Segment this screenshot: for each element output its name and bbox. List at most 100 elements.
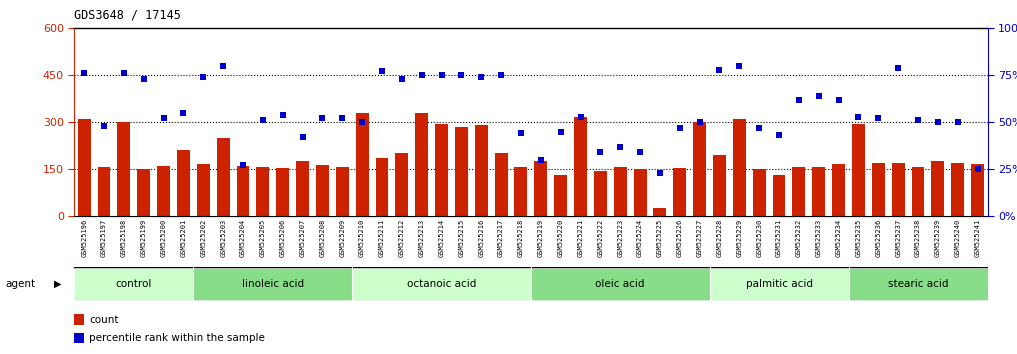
Point [930,119,946,125]
Text: GSM525220: GSM525220 [557,218,563,257]
Text: GSM525239: GSM525239 [935,218,941,257]
Point [135,76,152,82]
Text: GSM525221: GSM525221 [578,218,584,257]
Point [374,69,391,74]
Point [454,73,470,78]
FancyBboxPatch shape [352,268,531,300]
Bar [316,165,328,216]
Bar [673,168,686,216]
Text: GSM525217: GSM525217 [498,218,504,257]
FancyBboxPatch shape [74,268,193,300]
Text: stearic acid: stearic acid [888,279,948,289]
Bar [852,124,864,216]
Point [533,157,549,162]
Bar [77,119,91,216]
Text: GSM525241: GSM525241 [974,218,980,257]
Point [513,131,529,136]
Bar [614,167,626,216]
Text: GSM525205: GSM525205 [260,218,265,257]
Text: GSM525208: GSM525208 [319,218,325,257]
Bar [971,164,984,216]
Bar [455,127,468,216]
Point [771,132,787,138]
Bar [237,166,249,216]
Point [671,125,687,131]
FancyBboxPatch shape [710,268,848,300]
Text: GSM525199: GSM525199 [140,218,146,257]
Text: GSM525211: GSM525211 [379,218,385,257]
Bar [277,168,289,216]
Point [652,170,668,176]
FancyBboxPatch shape [848,268,988,300]
Bar [296,161,309,216]
Text: GSM525229: GSM525229 [736,218,742,257]
Point [751,125,767,131]
Bar [137,169,151,216]
Point [493,73,510,78]
Text: GSM525198: GSM525198 [121,218,127,257]
Bar [951,163,964,216]
Point [76,70,93,76]
Point [96,123,112,129]
FancyBboxPatch shape [531,268,710,300]
Text: GSM525227: GSM525227 [697,218,703,257]
Text: GSM525207: GSM525207 [300,218,305,257]
Bar [494,153,507,216]
Bar [813,167,825,216]
Text: GSM525213: GSM525213 [419,218,425,257]
Text: GSM525203: GSM525203 [220,218,226,257]
Bar [177,150,190,216]
Bar [435,124,447,216]
Bar [634,169,647,216]
Point [116,70,132,76]
Text: GSM525231: GSM525231 [776,218,782,257]
Point [811,93,827,99]
Point [394,76,410,82]
Text: GSM525233: GSM525233 [816,218,822,257]
Point [791,97,807,102]
Bar [773,175,785,216]
Point [433,73,450,78]
Bar [197,164,210,216]
Text: palmitic acid: palmitic acid [745,279,813,289]
Bar [217,138,230,216]
Text: GSM525206: GSM525206 [280,218,286,257]
Text: GSM525218: GSM525218 [518,218,524,257]
Text: GSM525230: GSM525230 [757,218,762,257]
Text: GSM525196: GSM525196 [81,218,87,257]
Text: GSM525215: GSM525215 [459,218,465,257]
Bar [117,122,130,216]
Bar [654,208,666,216]
Text: GSM525225: GSM525225 [657,218,663,257]
Text: GDS3648 / 17145: GDS3648 / 17145 [74,9,181,22]
Text: GSM525200: GSM525200 [161,218,167,257]
Text: GSM525236: GSM525236 [876,218,882,257]
Point [215,63,231,69]
Text: GSM525240: GSM525240 [955,218,961,257]
Text: GSM525202: GSM525202 [200,218,206,257]
Point [592,149,608,155]
Text: count: count [89,315,119,325]
Point [890,65,906,70]
Bar [753,169,766,216]
Point [254,118,271,123]
Text: agent: agent [5,279,36,289]
Bar [356,113,368,216]
Point [552,129,569,134]
Point [235,162,251,168]
Point [871,115,887,121]
Point [850,114,866,119]
Point [573,114,589,119]
Bar [832,164,845,216]
Bar [911,167,924,216]
Bar [415,113,428,216]
Bar [396,153,408,216]
Point [731,63,747,69]
Bar [515,167,528,216]
Bar [375,158,388,216]
Text: oleic acid: oleic acid [596,279,645,289]
Bar [792,167,805,216]
Bar [733,119,745,216]
Point [632,149,648,155]
Text: GSM525219: GSM525219 [538,218,544,257]
